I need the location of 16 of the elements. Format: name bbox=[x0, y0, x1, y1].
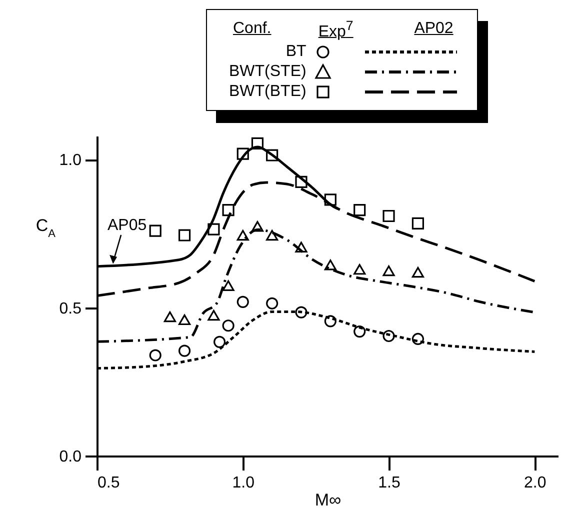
x-tick-label: 2.0 bbox=[524, 474, 546, 492]
legend-label: BT bbox=[284, 42, 308, 62]
text: Exp$^{7}$ bbox=[317, 17, 354, 42]
y-tick-label: 0.0 bbox=[59, 448, 82, 466]
y-axis-title: C$_{A}$ bbox=[36, 216, 56, 240]
legend-title: Conf. bbox=[232, 19, 272, 40]
annotation: AP05 bbox=[107, 216, 147, 234]
x-axis-title: M∞ bbox=[314, 490, 342, 510]
x-tick-label: 0.5 bbox=[98, 474, 120, 492]
x-tick-label: 1.0 bbox=[232, 474, 255, 492]
y-tick-label: 0.5 bbox=[59, 300, 82, 318]
text: AP02 bbox=[413, 19, 454, 40]
y-tick-label: 1.0 bbox=[59, 152, 82, 170]
legend-label: BWT(STE) bbox=[228, 62, 308, 82]
legend-label: BWT(BTE) bbox=[228, 82, 308, 102]
x-tick-label: 1.5 bbox=[378, 474, 400, 492]
